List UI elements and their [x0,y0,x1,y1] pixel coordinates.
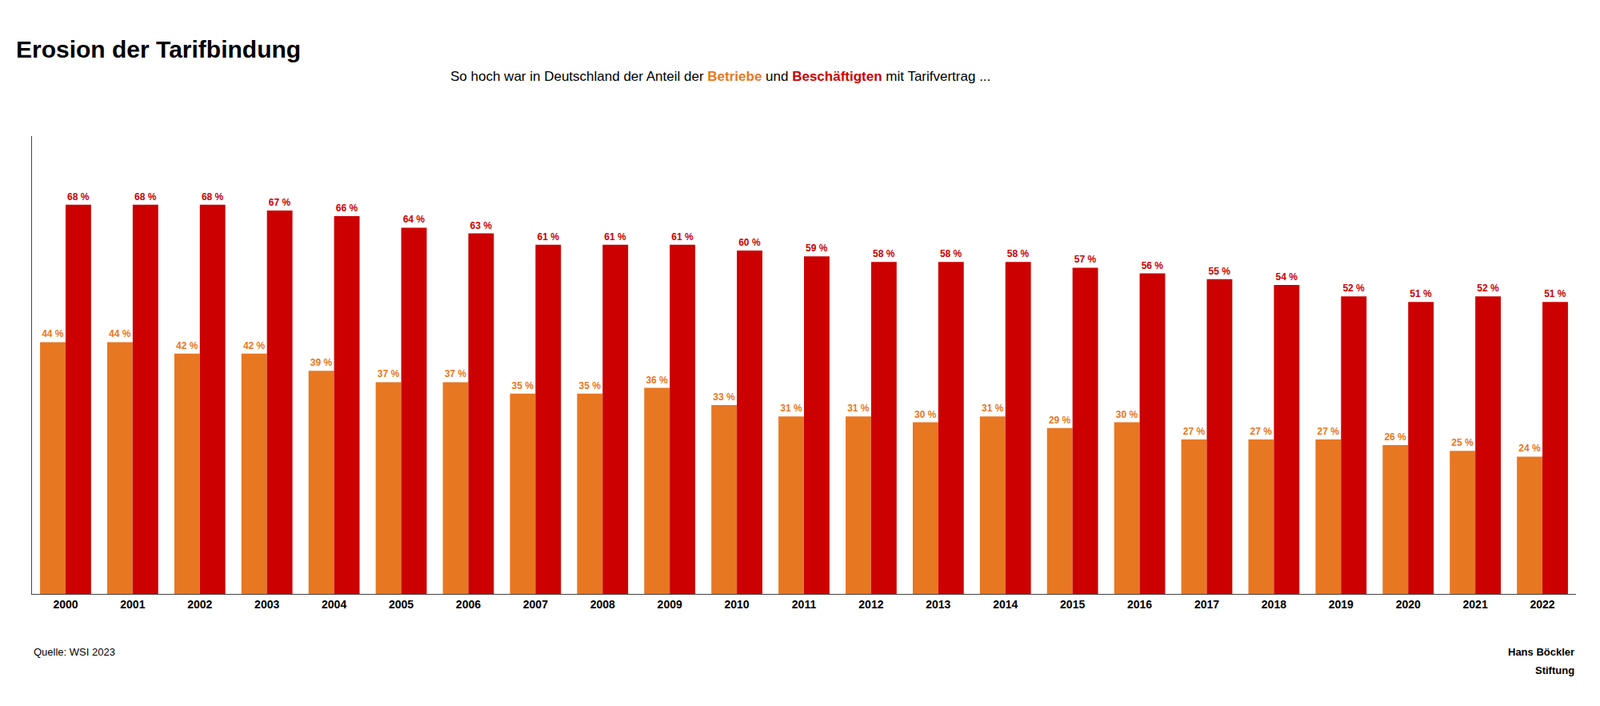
svg-text:55 %: 55 % [1208,265,1232,277]
svg-text:39 %: 39 % [310,356,333,368]
svg-text:26 %: 26 % [1384,431,1407,443]
svg-text:25 %: 25 % [1451,436,1474,448]
svg-text:Erosion der Tarifbindung: Erosion der Tarifbindung [16,36,301,63]
svg-text:27 %: 27 % [1183,425,1206,437]
svg-text:Stiftung: Stiftung [1535,664,1575,676]
svg-text:Quelle: WSI 2023: Quelle: WSI 2023 [33,645,116,658]
svg-text:2000: 2000 [52,597,78,611]
svg-text:27 %: 27 % [1250,425,1273,437]
svg-text:35 %: 35 % [512,380,535,392]
svg-text:61 %: 61 % [604,231,627,243]
svg-text:Hans Böckler: Hans Böckler [1508,645,1575,658]
svg-text:31 %: 31 % [780,402,803,414]
svg-text:2009: 2009 [657,597,683,611]
svg-text:35 %: 35 % [578,380,601,392]
svg-text:37 %: 37 % [444,368,468,380]
svg-text:2011: 2011 [792,597,817,611]
svg-text:2005: 2005 [388,597,414,611]
svg-text:29 %: 29 % [1048,414,1072,426]
svg-text:56 %: 56 % [1141,260,1164,272]
svg-text:59 %: 59 % [805,242,828,254]
svg-text:44 %: 44 % [41,328,64,340]
svg-text:2017: 2017 [1194,597,1220,611]
svg-text:44 %: 44 % [108,328,132,340]
svg-text:2002: 2002 [187,597,212,611]
svg-text:67 %: 67 % [268,196,292,208]
svg-text:33 %: 33 % [712,391,736,403]
svg-text:24 %: 24 % [1518,442,1541,454]
svg-text:So hoch war in Deutschland der: So hoch war in Deutschland der Anteil de… [450,68,991,84]
svg-text:42 %: 42 % [176,340,199,352]
svg-text:58 %: 58 % [940,248,963,260]
svg-text:31 %: 31 % [847,402,870,414]
svg-text:31 %: 31 % [981,402,1004,414]
svg-text:2016: 2016 [1127,597,1152,611]
svg-text:61 %: 61 % [671,231,694,243]
svg-text:2013: 2013 [925,597,951,611]
svg-text:2007: 2007 [523,597,548,611]
svg-text:2008: 2008 [590,597,616,611]
svg-text:2012: 2012 [858,597,884,611]
svg-text:58 %: 58 % [1007,248,1030,260]
svg-text:68 %: 68 % [134,191,157,203]
svg-text:27 %: 27 % [1317,425,1340,437]
svg-text:54 %: 54 % [1275,271,1298,283]
svg-text:36 %: 36 % [645,374,668,386]
svg-text:66 %: 66 % [336,202,359,214]
svg-text:52 %: 52 % [1342,282,1365,294]
svg-text:2021: 2021 [1463,597,1488,611]
svg-text:2001: 2001 [120,597,145,611]
svg-text:2022: 2022 [1529,597,1555,611]
svg-text:30 %: 30 % [1116,408,1139,420]
svg-text:60 %: 60 % [738,236,761,248]
svg-text:37 %: 37 % [377,368,400,380]
svg-text:2018: 2018 [1261,597,1287,611]
svg-text:58 %: 58 % [872,248,896,260]
svg-text:30 %: 30 % [914,408,937,420]
svg-text:2010: 2010 [724,597,750,611]
svg-text:2006: 2006 [456,597,481,611]
svg-text:68 %: 68 % [201,191,224,203]
svg-text:2014: 2014 [992,597,1018,611]
svg-text:64 %: 64 % [403,213,426,225]
svg-text:51 %: 51 % [1544,288,1567,300]
svg-text:61 %: 61 % [536,231,560,243]
svg-text:2015: 2015 [1060,597,1085,611]
svg-text:63 %: 63 % [470,220,493,232]
svg-text:51 %: 51 % [1409,288,1432,300]
svg-text:68 %: 68 % [67,191,90,203]
svg-text:2019: 2019 [1328,597,1354,611]
svg-text:52 %: 52 % [1476,282,1500,294]
svg-text:2003: 2003 [254,597,280,611]
svg-text:2004: 2004 [321,597,347,611]
svg-text:57 %: 57 % [1074,253,1097,265]
svg-text:2020: 2020 [1396,597,1421,611]
svg-text:42 %: 42 % [243,340,266,352]
